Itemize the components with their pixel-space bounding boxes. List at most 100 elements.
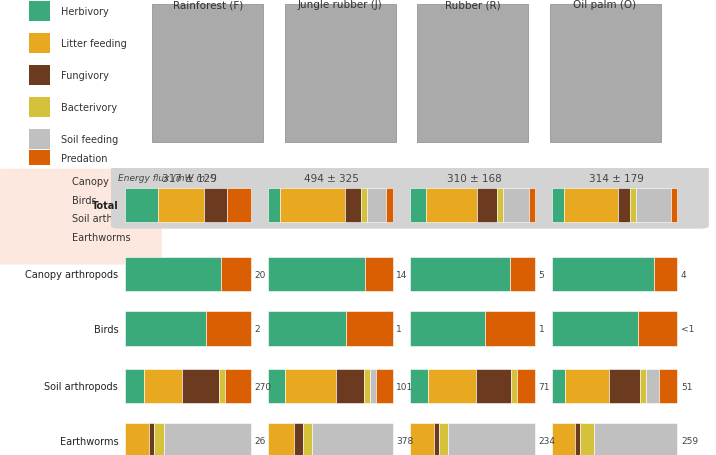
Bar [580, 424, 594, 455]
Bar [417, 5, 528, 143]
Bar [29, 151, 50, 166]
Bar [204, 188, 228, 223]
Bar [144, 369, 182, 404]
Bar [304, 424, 312, 455]
FancyBboxPatch shape [111, 147, 709, 229]
Bar [150, 424, 154, 455]
Text: Herbivory: Herbivory [61, 7, 109, 17]
Text: Soil arthropods: Soil arthropods [72, 214, 145, 224]
Bar [268, 188, 281, 223]
Bar [125, 369, 144, 404]
Bar [226, 369, 251, 404]
Bar [346, 312, 393, 346]
Text: Jungle rubber (J): Jungle rubber (J) [298, 0, 382, 10]
Text: Total: Total [92, 201, 118, 211]
Bar [552, 424, 576, 455]
Text: 51: 51 [681, 382, 692, 391]
Text: 259: 259 [681, 436, 698, 445]
Bar [552, 312, 638, 346]
Bar [552, 257, 654, 292]
Bar [344, 188, 361, 223]
Text: Birds: Birds [72, 195, 96, 205]
Text: Rainforest (F): Rainforest (F) [173, 0, 243, 10]
Text: 71: 71 [538, 382, 550, 391]
Bar [552, 188, 564, 223]
Bar [511, 369, 517, 404]
Bar [154, 424, 164, 455]
Text: Rubber (R): Rubber (R) [445, 0, 500, 10]
Bar [164, 424, 251, 455]
Bar [434, 424, 439, 455]
Bar [478, 188, 497, 223]
Bar [410, 312, 485, 346]
Bar [387, 188, 393, 223]
Bar [294, 424, 304, 455]
Bar [410, 369, 427, 404]
Text: <1: <1 [681, 324, 695, 334]
Bar [29, 2, 50, 22]
Bar [281, 188, 344, 223]
Bar [125, 188, 158, 223]
Text: Soil arthropods: Soil arthropods [44, 381, 118, 391]
Bar [576, 424, 580, 455]
Bar [618, 188, 630, 223]
Bar [426, 188, 478, 223]
Bar [29, 34, 50, 54]
Text: 2: 2 [254, 324, 260, 334]
Bar [376, 369, 393, 404]
Text: 5: 5 [538, 270, 544, 279]
Bar [268, 369, 285, 404]
Text: 310 ± 168: 310 ± 168 [447, 174, 501, 184]
Text: 14: 14 [397, 270, 408, 279]
Bar [268, 257, 365, 292]
Bar [410, 188, 426, 223]
Text: Canopy arthropods: Canopy arthropods [72, 177, 165, 187]
Bar [284, 5, 395, 143]
Bar [638, 312, 677, 346]
Text: 378: 378 [397, 436, 414, 445]
Text: 26: 26 [254, 436, 266, 445]
Text: 234: 234 [538, 436, 556, 445]
Bar [550, 5, 660, 143]
Bar [410, 257, 510, 292]
Bar [410, 424, 434, 455]
Text: 314 ± 179: 314 ± 179 [589, 174, 644, 184]
Bar [630, 188, 636, 223]
Bar [206, 312, 251, 346]
Bar [672, 188, 677, 223]
Bar [636, 188, 672, 223]
Text: Canopy arthropods: Canopy arthropods [25, 269, 118, 279]
Bar [125, 424, 150, 455]
Bar [646, 369, 659, 404]
Bar [29, 130, 50, 150]
Bar [125, 257, 221, 292]
Text: 1: 1 [538, 324, 544, 334]
Text: Earthworms: Earthworms [72, 233, 130, 243]
Bar [125, 312, 206, 346]
Bar [427, 369, 475, 404]
Text: 20: 20 [254, 270, 266, 279]
Text: Birds: Birds [94, 324, 118, 334]
Text: Bacterivory: Bacterivory [61, 103, 117, 113]
Text: Energy flux (mW m⁻²): Energy flux (mW m⁻²) [118, 174, 217, 183]
Bar [448, 424, 535, 455]
Bar [370, 369, 376, 404]
Bar [594, 424, 677, 455]
Bar [361, 188, 367, 223]
Text: 270: 270 [254, 382, 271, 391]
Bar [312, 424, 393, 455]
Text: Earthworms: Earthworms [59, 436, 118, 445]
Bar [365, 257, 393, 292]
Text: Soil feeding: Soil feeding [61, 135, 118, 145]
Bar [29, 98, 50, 118]
Bar [475, 369, 511, 404]
Bar [29, 66, 50, 86]
Bar [221, 257, 251, 292]
Bar [565, 369, 609, 404]
Text: 494 ± 325: 494 ± 325 [304, 174, 359, 184]
Bar [609, 369, 640, 404]
Bar [654, 257, 677, 292]
Bar [503, 188, 528, 223]
Bar [364, 369, 370, 404]
Bar [182, 369, 219, 404]
